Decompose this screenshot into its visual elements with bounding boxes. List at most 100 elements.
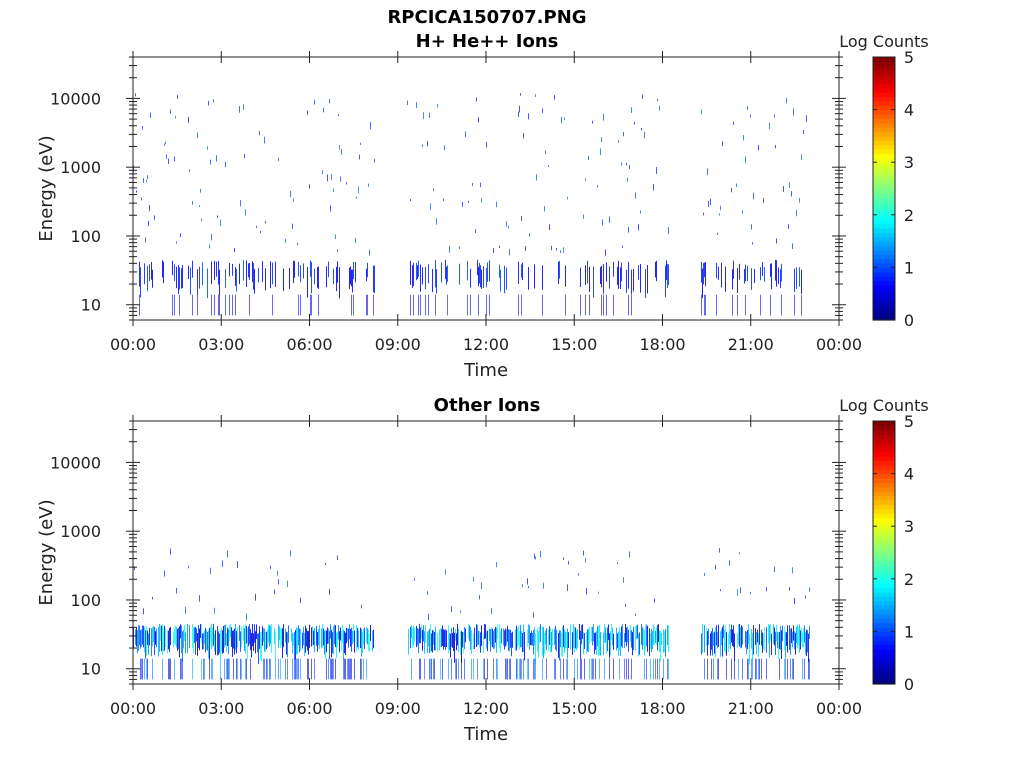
spectrogram-trace [355, 261, 356, 283]
spectrogram-trace [471, 630, 472, 655]
spectrogram-trace [623, 577, 624, 583]
spectrogram-trace [707, 168, 708, 176]
spectrogram-trace [445, 629, 446, 650]
spectrogram-trace [609, 633, 610, 658]
spectrogram-trace [366, 268, 367, 282]
spectrogram-trace [441, 628, 442, 647]
spectrogram-trace [542, 265, 543, 290]
spectrogram-trace [665, 629, 666, 657]
spectrogram-trace [314, 658, 315, 680]
spectrogram-trace [414, 578, 415, 581]
spectrogram-trace [358, 630, 359, 650]
spectrogram-trace [535, 633, 536, 664]
spectrogram-trace [335, 658, 336, 680]
spectrogram-trace [527, 658, 528, 680]
spectrogram-trace [172, 294, 173, 316]
spectrogram-trace [607, 627, 608, 652]
colorbar-segment [873, 201, 895, 207]
colorbar-segment [873, 118, 895, 124]
spectrogram-trace [558, 632, 559, 658]
spectrogram-trace [447, 294, 448, 316]
spectrogram-trace [578, 573, 579, 576]
spectrogram-trace [417, 265, 418, 280]
spectrogram-trace [554, 628, 555, 646]
spectrogram-trace [321, 628, 322, 648]
spectrogram-trace [312, 626, 313, 646]
spectrogram-trace [427, 141, 428, 147]
spectrogram-trace [446, 630, 447, 648]
spectrogram-trace [316, 626, 317, 646]
spectrogram-trace [366, 294, 367, 316]
spectrogram-trace [428, 264, 429, 284]
spectrogram-trace [414, 627, 415, 642]
colorbar-segment [873, 504, 895, 510]
colorbar-segment [873, 543, 895, 549]
spectrogram-trace [297, 242, 298, 245]
spectrogram-trace [776, 260, 777, 287]
spectrogram-trace [360, 658, 361, 680]
spectrogram-trace [477, 259, 478, 276]
spectrogram-trace [566, 631, 567, 648]
spectrogram-trace [598, 591, 599, 594]
spectrogram-trace [518, 111, 519, 117]
spectrogram-trace [411, 624, 412, 638]
spectrogram-trace [705, 261, 706, 287]
spectrogram-trace [299, 628, 300, 653]
spectrogram-trace [220, 658, 221, 680]
spectrogram-trace [265, 631, 266, 652]
colorbar-frame [872, 56, 896, 321]
spectrogram-trace [268, 624, 269, 643]
spectrogram-trace [346, 627, 347, 644]
spectrogram-trace [565, 265, 566, 287]
spectrogram-trace [360, 627, 361, 649]
spectrogram-trace [143, 608, 144, 615]
spectrogram-trace [594, 632, 595, 655]
colorbar-segment [873, 552, 895, 558]
spectrogram-trace [666, 260, 667, 281]
colorbar-segment [873, 473, 895, 479]
spectrogram-trace [661, 632, 662, 646]
spectrogram-trace [207, 268, 208, 299]
spectrogram-trace [298, 658, 299, 680]
spectrogram-trace [802, 658, 803, 680]
spectrogram-trace [809, 625, 810, 639]
spectrogram-trace [737, 633, 738, 649]
spectrogram-trace [269, 658, 270, 680]
spectrogram-trace [769, 625, 770, 658]
spectrogram-trace [771, 633, 772, 656]
spectrogram-trace [411, 658, 412, 680]
spectrogram-trace [472, 182, 473, 187]
spectrogram-trace [272, 294, 273, 316]
spectrogram-trace [589, 294, 590, 316]
spectrogram-trace [580, 294, 581, 316]
spectrogram-trace [420, 264, 421, 292]
spectrogram-trace [163, 261, 164, 284]
spectrogram-trace [226, 633, 227, 652]
spectrogram-trace [636, 625, 637, 640]
colorbar-gradient [873, 421, 895, 685]
spectrogram-trace [141, 658, 142, 680]
colorbar-segment [873, 631, 895, 637]
spectrogram-trace [418, 628, 419, 654]
spectrogram-trace [740, 627, 741, 649]
spectrogram-trace [225, 624, 226, 646]
spectrogram-trace [790, 628, 791, 655]
colorbar-segment [873, 65, 895, 71]
spectrogram-trace [778, 631, 779, 660]
spectrogram-trace [758, 145, 759, 151]
spectrogram-trace [568, 560, 569, 565]
colorbar-segment [873, 175, 895, 181]
spectrogram-trace [136, 190, 137, 193]
spectrogram-trace [435, 626, 436, 651]
spectrogram-trace [731, 624, 732, 643]
spectrogram-trace [179, 626, 180, 658]
spectrogram-trace [149, 264, 150, 282]
spectrogram-trace [422, 144, 423, 147]
spectrogram-trace [742, 658, 743, 680]
spectrogram-trace [307, 110, 308, 115]
spectrogram-trace [306, 628, 307, 647]
y-tick-label: 10 [81, 660, 101, 679]
spectrogram-trace [708, 628, 709, 645]
spectrogram-trace [310, 260, 311, 277]
spectrogram-trace [519, 658, 520, 680]
